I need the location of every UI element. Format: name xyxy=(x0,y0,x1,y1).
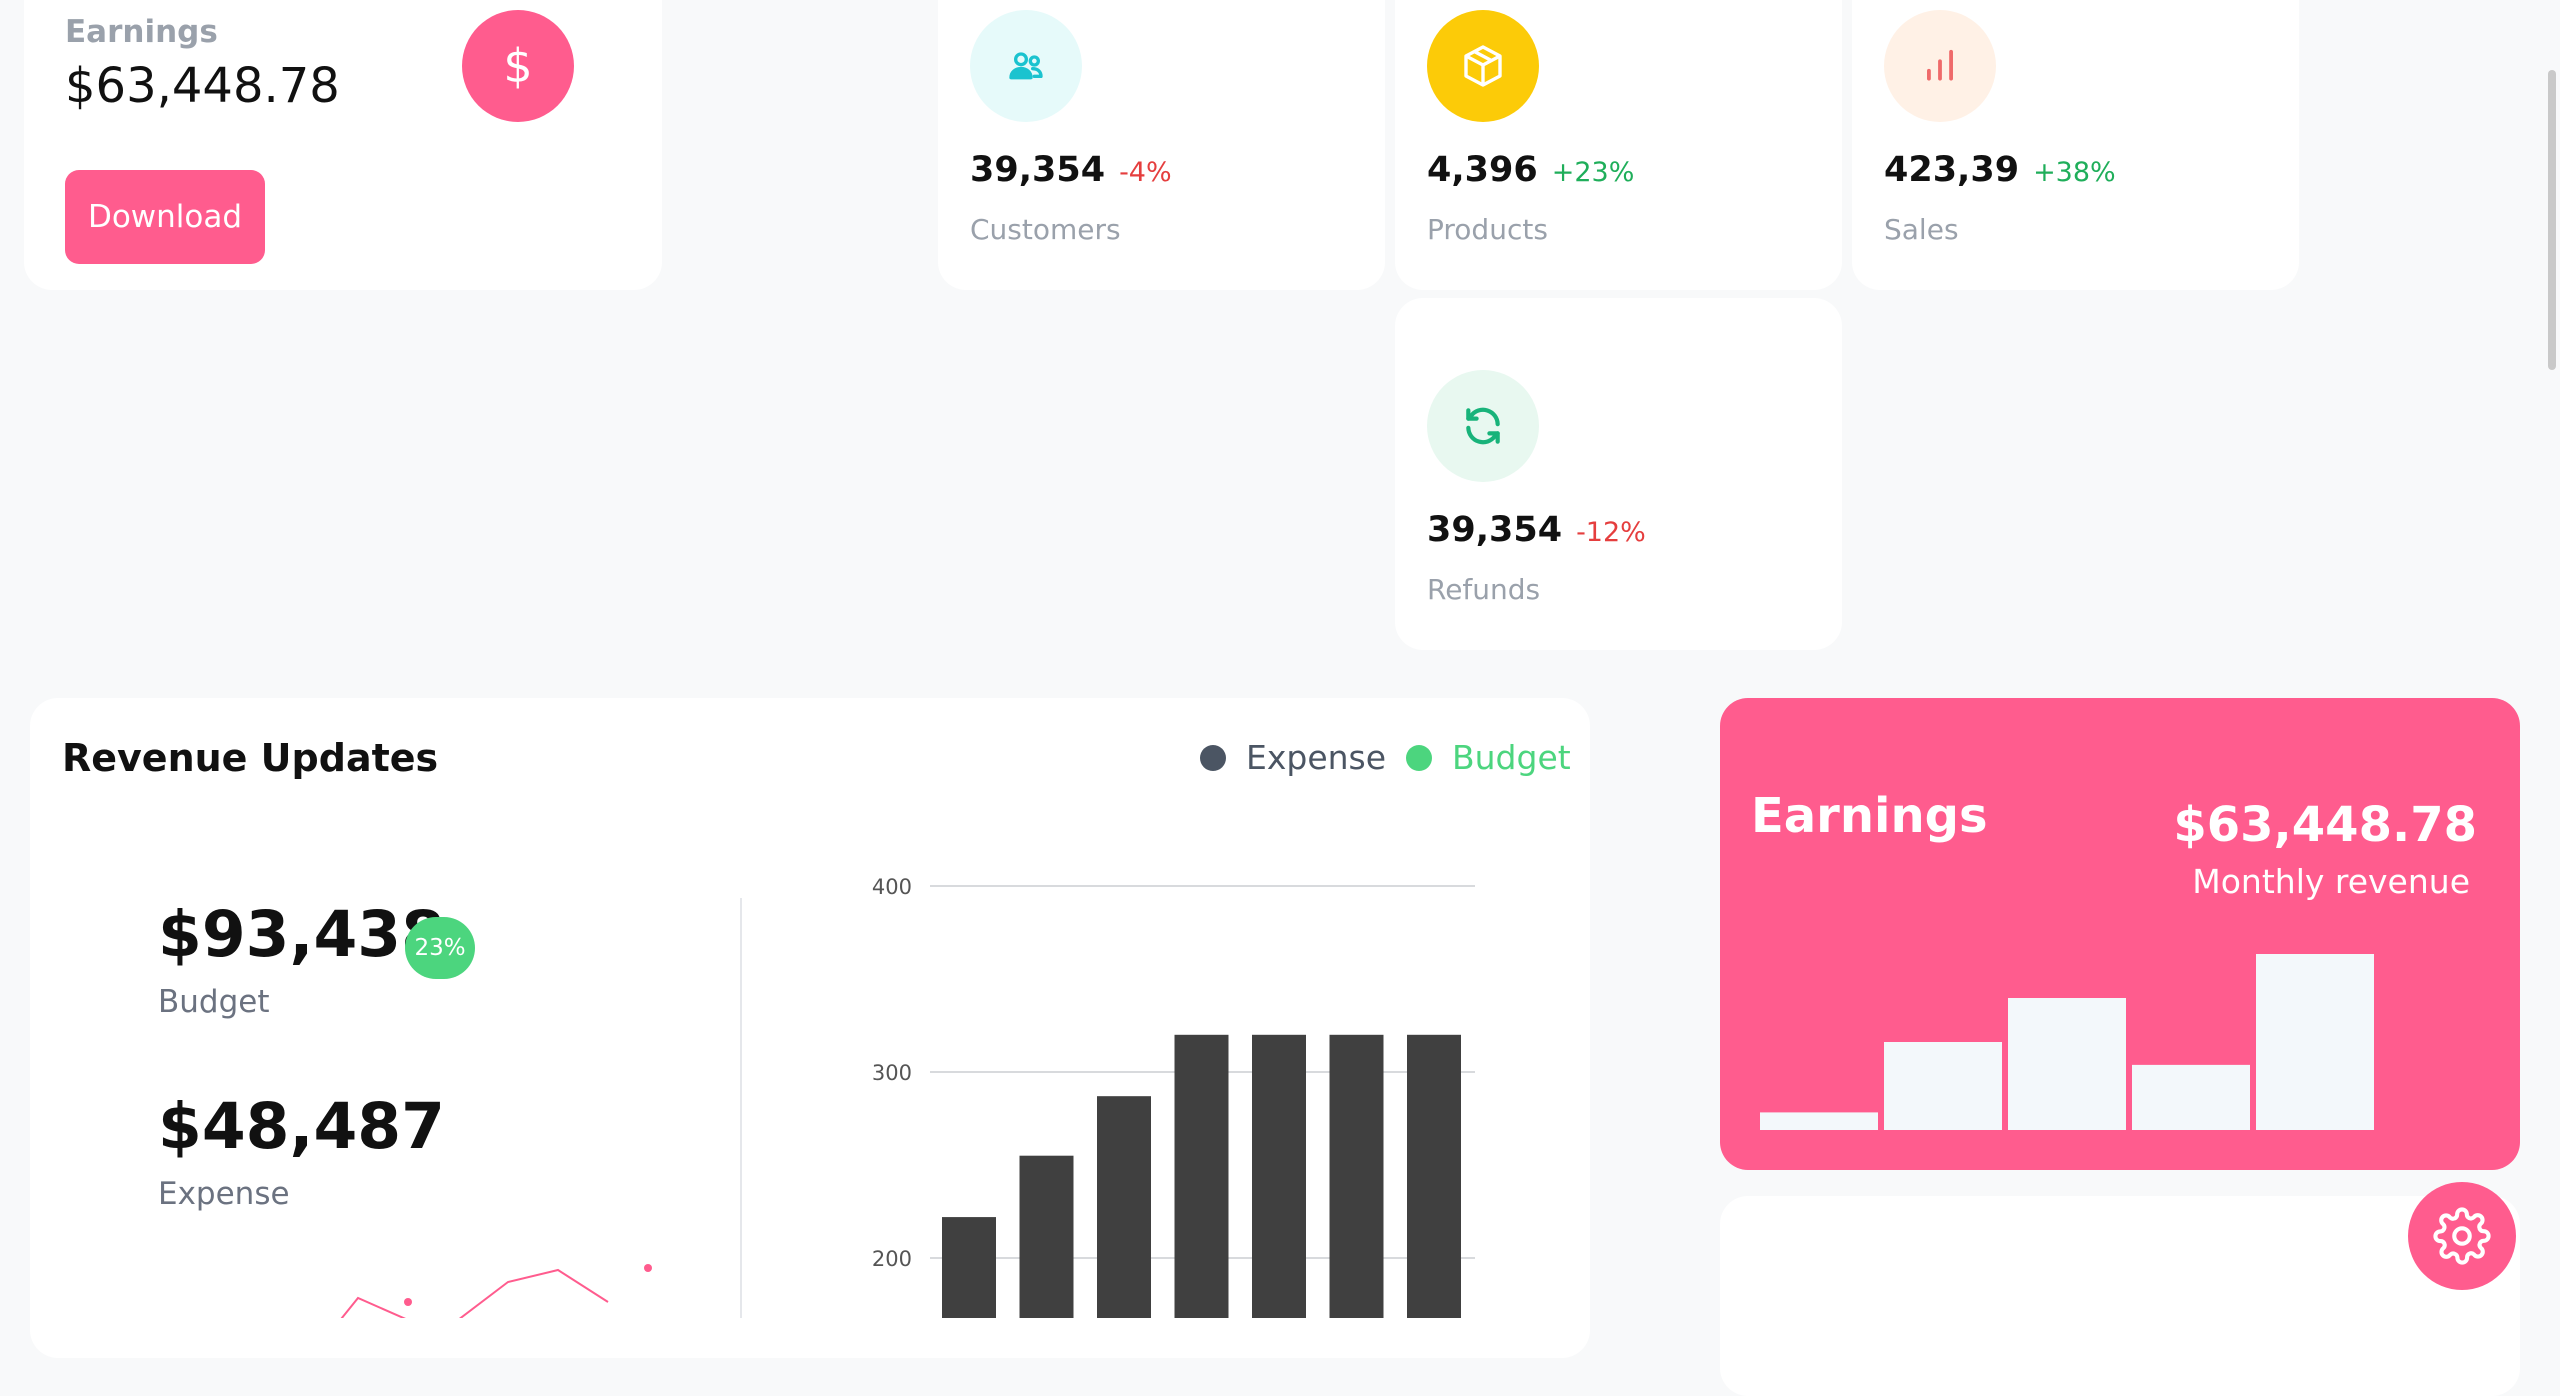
bar xyxy=(2256,954,2374,1130)
expense-label: Expense xyxy=(158,1176,290,1212)
expense-value: $48,487 xyxy=(158,1090,445,1163)
sales-stat: 423,39 +38% xyxy=(1884,150,2116,190)
bar xyxy=(2132,1064,2250,1130)
budget-badge: 23% xyxy=(405,917,475,979)
download-button[interactable]: Download xyxy=(65,170,265,264)
customers-label: Customers xyxy=(970,213,1121,246)
settings-button[interactable] xyxy=(2408,1182,2516,1290)
sparkline xyxy=(340,1264,652,1318)
sales-label: Sales xyxy=(1884,213,1959,246)
legend-budget-dot xyxy=(1406,745,1432,771)
products-stat: 4,396 +23% xyxy=(1427,150,1634,190)
y-tick-label: 400 xyxy=(872,875,912,899)
scrollbar-thumb[interactable] xyxy=(2548,70,2556,370)
bar xyxy=(1407,1034,1461,1318)
box-icon xyxy=(1427,10,1539,122)
bar xyxy=(1097,1096,1151,1318)
bar xyxy=(1252,1034,1306,1318)
secondary-card xyxy=(1720,1196,2520,1396)
products-label: Products xyxy=(1427,213,1548,246)
bar xyxy=(2008,998,2126,1130)
bar xyxy=(1329,1034,1384,1318)
revenue-title: Revenue Updates xyxy=(62,736,439,780)
products-value: 4,396 xyxy=(1427,150,1538,190)
dollar-icon: $ xyxy=(462,10,574,122)
pink-earnings-title: Earnings xyxy=(1751,788,1988,844)
earnings-title: Earnings xyxy=(65,14,218,50)
refunds-change: -12% xyxy=(1576,517,1646,548)
sales-change: +38% xyxy=(2033,157,2116,188)
budget-label: Budget xyxy=(158,984,270,1020)
bar xyxy=(1174,1034,1229,1318)
bar xyxy=(1760,1112,1878,1130)
customers-stat: 39,354 -4% xyxy=(970,150,1172,190)
bar xyxy=(1884,1042,2002,1130)
revenue-bar-chart: 400 300 200 xyxy=(872,875,1475,1318)
sparkline-point xyxy=(404,1298,412,1306)
gear-icon xyxy=(2433,1207,2491,1265)
y-tick-label: 200 xyxy=(872,1247,912,1271)
sparkline-line xyxy=(340,1268,609,1318)
products-change: +23% xyxy=(1551,157,1635,188)
bar-chart-icon xyxy=(1884,10,1996,122)
refunds-value: 39,354 xyxy=(1427,510,1563,550)
y-tick-label: 300 xyxy=(872,1061,912,1085)
customers-value: 39,354 xyxy=(970,150,1106,190)
bar xyxy=(942,1217,996,1318)
legend-expense-dot xyxy=(1200,745,1226,771)
refunds-stat: 39,354 -12% xyxy=(1427,510,1646,550)
sales-value: 423,39 xyxy=(1884,150,2020,190)
budget-value: $93,438 xyxy=(158,898,445,971)
divider xyxy=(740,898,742,1318)
customers-change: -4% xyxy=(1119,157,1172,188)
pink-earnings-value: $63,448.78 xyxy=(2173,797,2477,853)
legend-expense-label: Expense xyxy=(1246,738,1387,777)
monthly-revenue-bar-chart xyxy=(1760,954,2374,1130)
dollar-glyph: $ xyxy=(503,39,533,93)
refunds-label: Refunds xyxy=(1427,573,1541,606)
legend-budget-label: Budget xyxy=(1452,738,1571,777)
sparkline-point xyxy=(644,1264,652,1272)
earnings-value: $63,448.78 xyxy=(65,58,340,114)
refresh-icon xyxy=(1427,370,1539,482)
bar xyxy=(1019,1155,1074,1318)
users-icon xyxy=(970,10,1082,122)
pink-earnings-sub: Monthly revenue xyxy=(2192,862,2470,901)
